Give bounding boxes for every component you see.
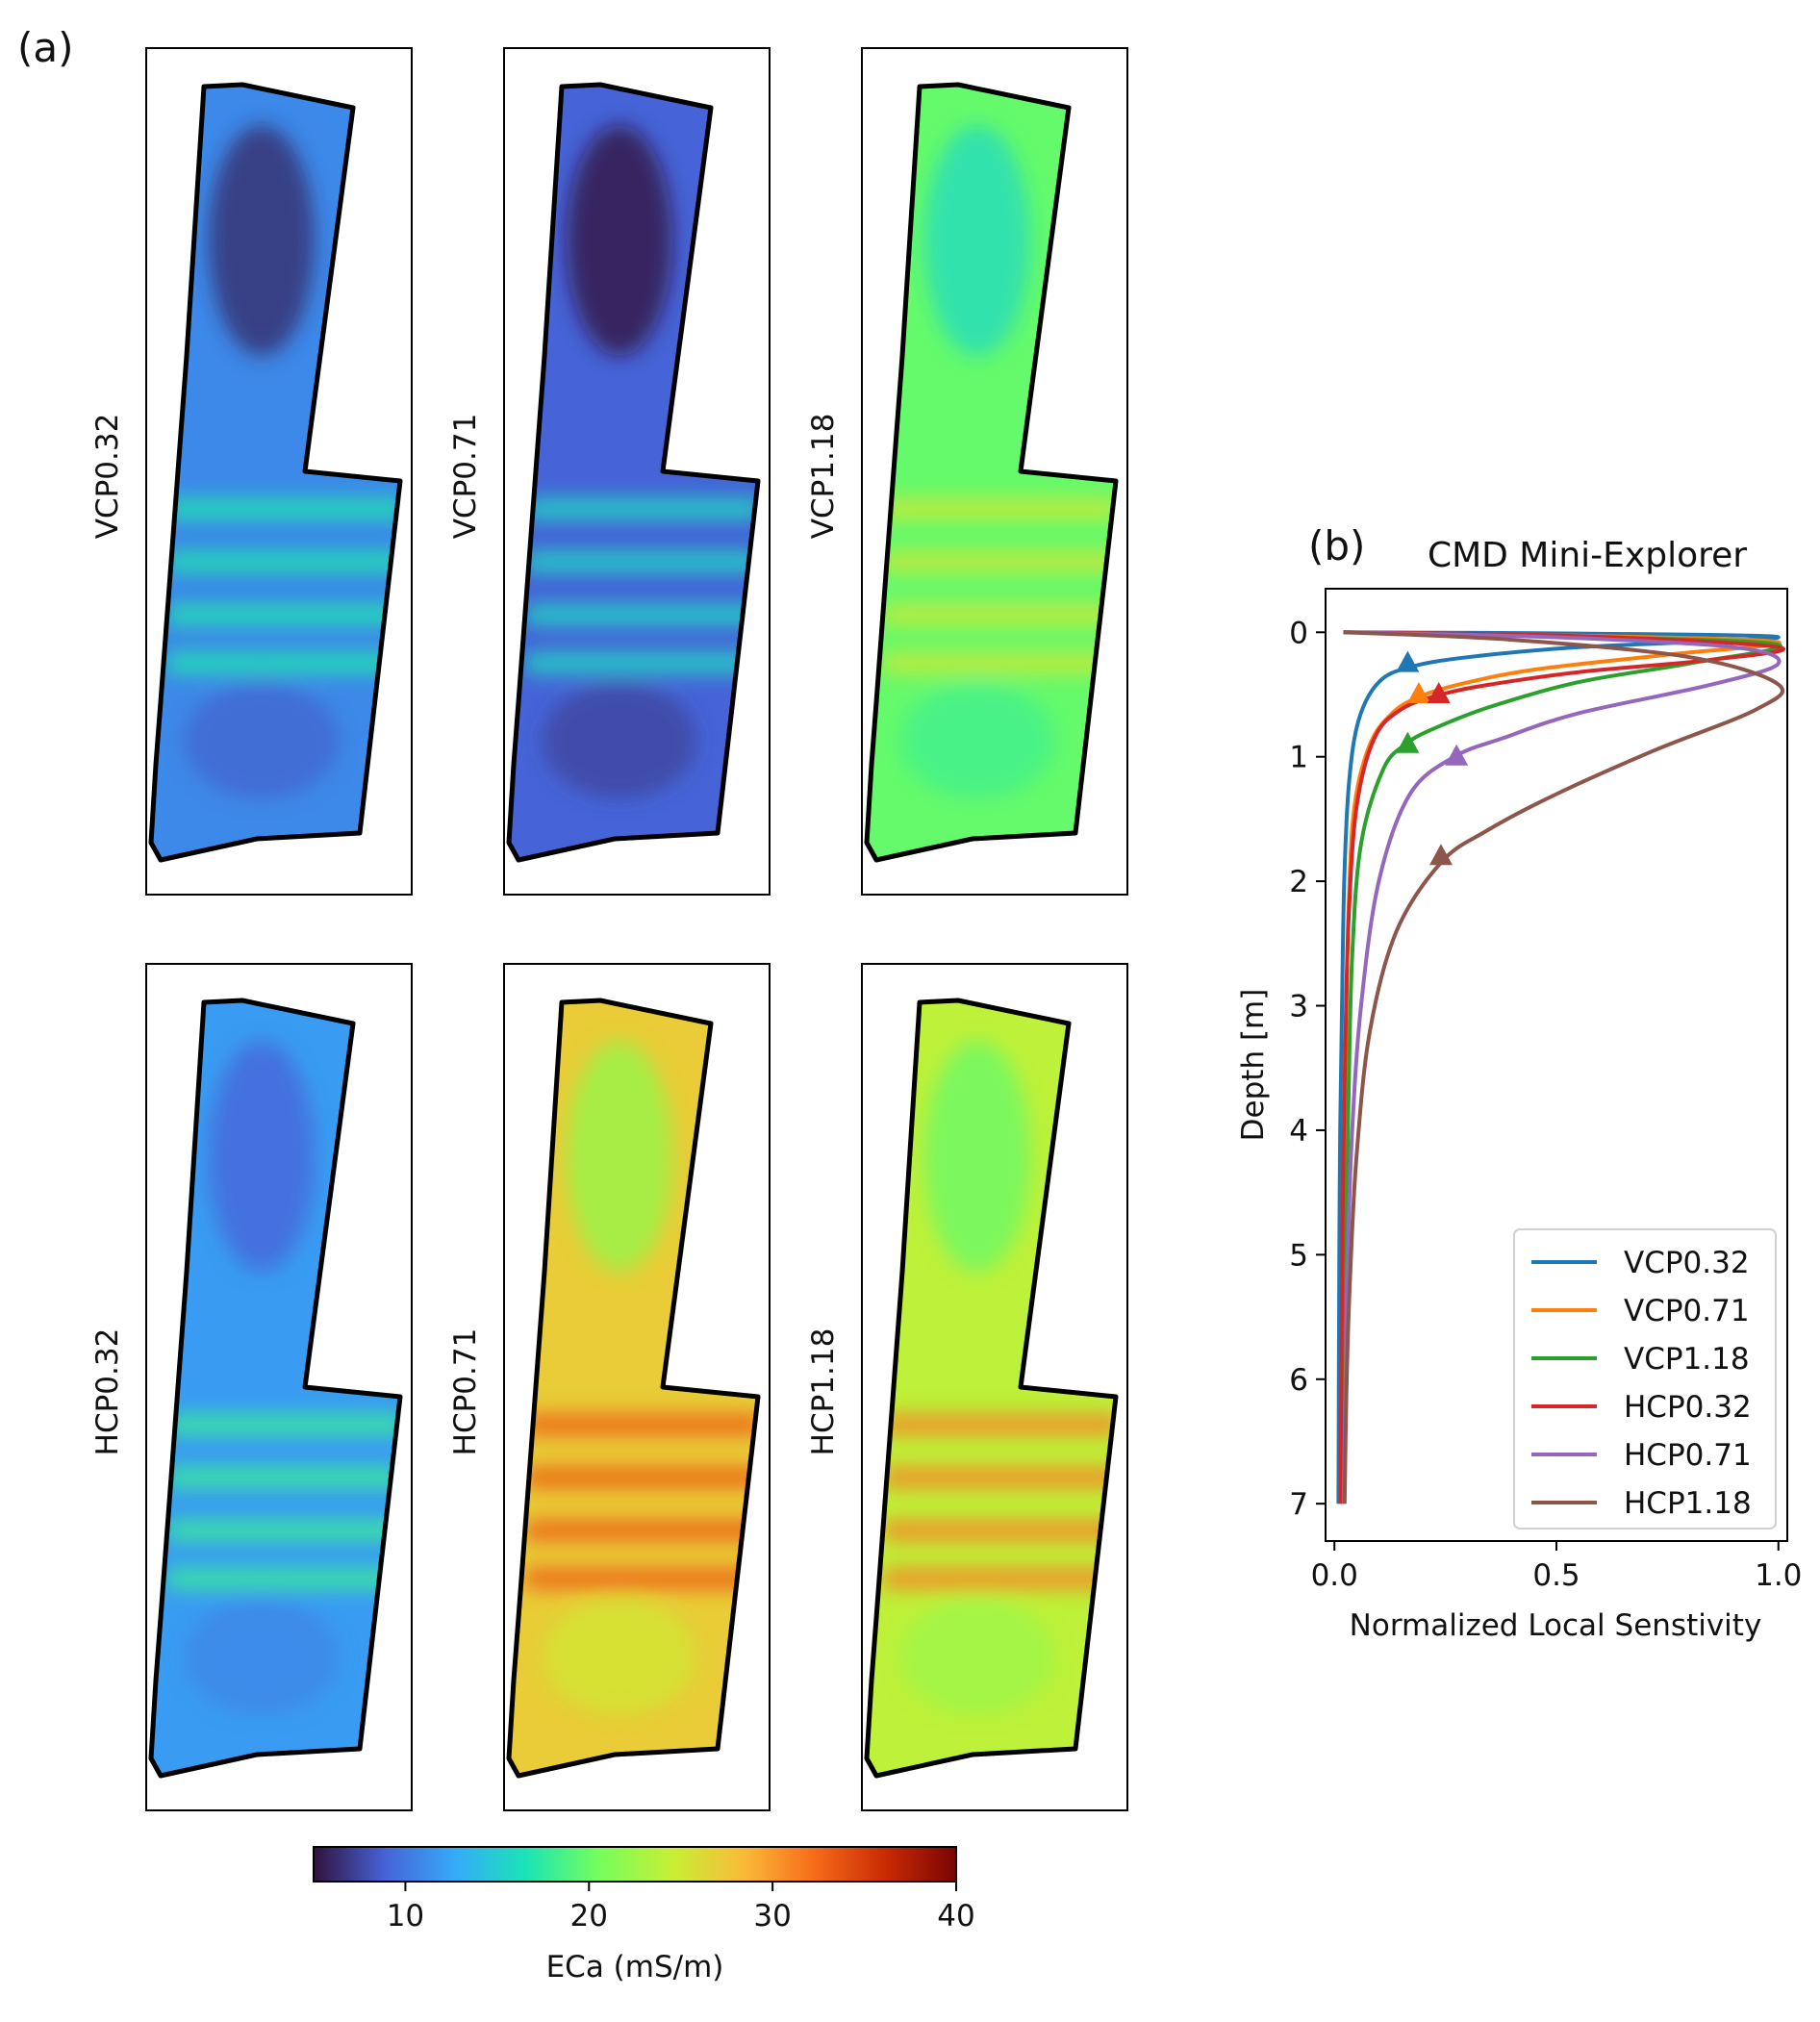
map-label: VCP0.32 [90, 414, 125, 540]
low-eca-zone [924, 1041, 1030, 1272]
map-label: HCP1.18 [806, 1328, 841, 1456]
eca-map-panel: VCP1.18 [806, 47, 1128, 896]
high-eca-band [523, 1568, 758, 1589]
high-eca-band [523, 604, 758, 625]
field-outline [148, 82, 403, 863]
y-tick-label: 0 [1289, 616, 1308, 650]
legend-entry-label: HCP0.71 [1624, 1438, 1752, 1473]
legend-entry-label: VCP0.71 [1624, 1294, 1750, 1328]
high-eca-band [881, 1467, 1116, 1488]
y-tick-label: 7 [1289, 1487, 1308, 1522]
legend-entry-label: HCP1.18 [1624, 1486, 1752, 1521]
high-eca-band [165, 1520, 400, 1541]
high-eca-band [165, 652, 400, 673]
legend-entry-label: VCP0.32 [1624, 1246, 1750, 1280]
series-marker-vcp1-18 [1396, 731, 1420, 753]
high-eca-band [881, 604, 1116, 625]
field-outline [506, 998, 761, 1779]
field-outline [864, 998, 1119, 1779]
series-marker-hcp0-71 [1445, 744, 1469, 766]
high-eca-band [165, 498, 400, 519]
map-label: HCP0.32 [90, 1328, 125, 1456]
field-outline [864, 82, 1119, 863]
low-eca-zone [543, 1599, 696, 1714]
series-marker-hcp1-18 [1429, 844, 1453, 866]
axis-ticks: 0 1 2 3 4 5 6 7 0.0 0.5 1.0 [1289, 616, 1802, 1593]
y-tick-label: 3 [1289, 990, 1308, 1024]
x-tick-label: 0.0 [1311, 1558, 1358, 1593]
eca-colorbar: 10 20 30 40 ECa (mS/m) [313, 1846, 975, 1984]
colorbar-tick-label: 20 [570, 1899, 608, 1934]
high-eca-band [881, 498, 1116, 519]
y-tick-label: 2 [1289, 865, 1308, 899]
field-outline [148, 998, 403, 1779]
map-label: VCP0.71 [448, 414, 483, 540]
panel-a-label: (a) [17, 24, 74, 71]
high-eca-band [165, 1568, 400, 1589]
high-eca-band [523, 498, 758, 519]
series-marker-vcp0-71 [1406, 682, 1430, 703]
eca-map-panel: HCP1.18 [806, 963, 1128, 1811]
field-outline [506, 82, 761, 863]
high-eca-band [165, 1414, 400, 1435]
high-eca-band [523, 551, 758, 572]
y-tick-label: 1 [1289, 741, 1308, 775]
high-eca-band [523, 1467, 758, 1488]
eca-map-panel: HCP0.71 [448, 963, 771, 1811]
low-eca-zone [185, 1599, 339, 1714]
high-eca-band [881, 551, 1116, 572]
y-tick-label: 6 [1289, 1363, 1308, 1398]
y-tick-label: 5 [1289, 1238, 1308, 1273]
low-eca-zone [567, 125, 672, 356]
chart-title: CMD Mini-Explorer [1428, 536, 1747, 575]
x-axis-label: Normalized Local Senstivity [1350, 1608, 1762, 1643]
x-tick-label: 1.0 [1755, 1558, 1802, 1593]
low-eca-zone [209, 1041, 315, 1272]
map-label: VCP1.18 [806, 414, 841, 540]
colorbar-ticks: 10 20 30 40 [387, 1882, 975, 1934]
series-line-hcp0-32 [1338, 630, 1785, 1504]
legend: VCP0.32 VCP0.71 VCP1.18 HCP0.32 HCP0.71 HCP1.… [1513, 1228, 1777, 1529]
colorbar-tick-label: 10 [387, 1899, 424, 1934]
colorbar-label: ECa (mS/m) [546, 1950, 724, 1984]
x-tick-label: 0.5 [1532, 1558, 1580, 1593]
low-eca-zone [543, 683, 696, 798]
series-line-vcp0-32 [1336, 630, 1781, 1504]
eca-map-panel: VCP0.71 [448, 47, 771, 896]
y-tick-label: 4 [1289, 1114, 1308, 1149]
legend-entry-label: VCP1.18 [1624, 1342, 1750, 1377]
low-eca-zone [900, 1599, 1054, 1714]
high-eca-band [881, 1414, 1116, 1435]
colorbar-tick-label: 40 [937, 1899, 974, 1934]
high-eca-band [523, 652, 758, 673]
high-eca-band [523, 1414, 758, 1435]
series-line-hcp1-18 [1342, 630, 1784, 1504]
eca-map-grid: VCP0.32 VCP0.71 VCP1.18 HCP0.32 HCP0.71 HCP1.… [90, 47, 1128, 1811]
low-eca-zone [900, 683, 1054, 798]
panel-b-label: (b) [1308, 522, 1365, 569]
map-label: HCP0.71 [448, 1328, 483, 1456]
series-marker-vcp0-32 [1396, 650, 1420, 672]
eca-map-panel: HCP0.32 [90, 963, 413, 1811]
series-marker-hcp0-32 [1427, 682, 1451, 703]
high-eca-band [881, 652, 1116, 673]
high-eca-band [165, 1467, 400, 1488]
high-eca-band [881, 1520, 1116, 1541]
low-eca-zone [185, 683, 339, 798]
low-eca-zone [924, 125, 1030, 356]
eca-map-panel: VCP0.32 [90, 47, 413, 896]
low-eca-zone [209, 125, 315, 356]
legend-entry-label: HCP0.32 [1624, 1390, 1752, 1425]
high-eca-band [523, 1520, 758, 1541]
low-eca-zone [567, 1041, 672, 1272]
cumulative-depth-markers [1396, 650, 1469, 866]
high-eca-band [165, 604, 400, 625]
colorbar-gradient [313, 1846, 957, 1883]
colorbar-tick-label: 30 [753, 1899, 791, 1934]
y-axis-label: Depth [m] [1236, 989, 1271, 1142]
high-eca-band [165, 551, 400, 572]
high-eca-band [881, 1568, 1116, 1589]
